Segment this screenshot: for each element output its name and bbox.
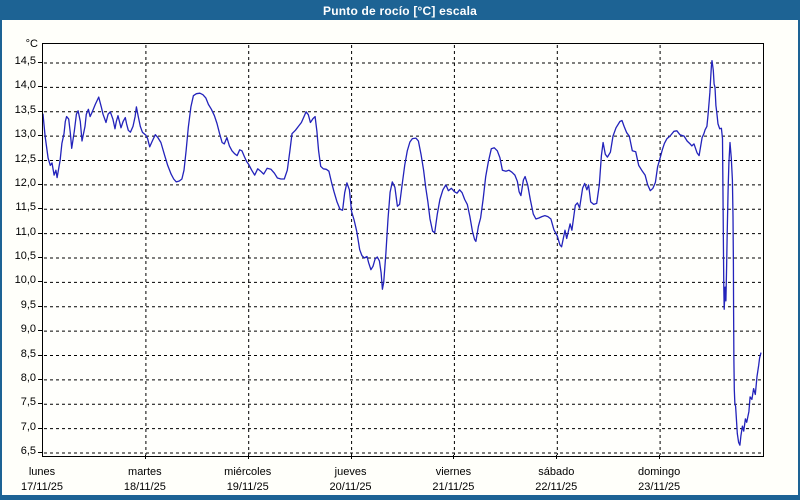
y-tick-mark [38, 208, 42, 210]
y-tick-mark [38, 427, 42, 429]
y-tick-mark [38, 110, 42, 112]
y-tick-label: 11,5 [15, 201, 36, 214]
y-tick-mark [38, 378, 42, 380]
y-tick-label: 9,5 [20, 298, 36, 311]
x-day-name: jueves [334, 466, 367, 478]
y-tick-mark [38, 305, 42, 307]
y-tick-mark [38, 257, 42, 258]
x-day-date: 23/11/25 [638, 481, 681, 493]
y-tick-label: 6,5 [20, 445, 36, 457]
y-tick-label: 13,5 [14, 103, 36, 116]
y-tick-label: 10,0 [14, 274, 36, 287]
y-tick-mark [38, 403, 42, 405]
y-tick-label: 14,5 [14, 55, 36, 67]
y-tick-label: 7,5 [20, 396, 36, 409]
y-tick-label: 7,0 [20, 420, 36, 433]
x-day-name: martes [128, 466, 162, 478]
x-tick-mark [556, 455, 558, 459]
x-day-date: 17/11/25 [20, 481, 63, 493]
x-tick-mark [453, 455, 455, 459]
x-day-date: 21/11/25 [432, 481, 475, 493]
y-tick-mark [38, 159, 42, 161]
chart-area: °C 14,5 14,0 13,5 13,0 12,5 12,0 11,5 11,0 10,5 1… [2, 20, 798, 495]
x-day-date: 22/11/25 [535, 481, 578, 493]
x-tick-mark [144, 455, 146, 459]
x-day-name: viernes [435, 466, 472, 478]
x-tick-mark [350, 455, 352, 459]
window-title: Punto de rocío [°C] escala [322, 4, 478, 18]
x-day-date: 19/11/25 [226, 481, 269, 493]
y-tick-label: 13,0 [14, 128, 36, 141]
y-tick-mark [38, 86, 42, 88]
y-tick-mark [38, 330, 42, 332]
y-axis-unit-label: °C [25, 38, 38, 50]
y-tick-label: 12,5 [14, 152, 36, 165]
y-tick-mark [38, 183, 42, 185]
y-tick-mark [38, 232, 42, 234]
y-tick-label: 9,0 [20, 323, 36, 336]
x-day-name: sábado [538, 466, 575, 478]
y-tick-mark [38, 452, 42, 453]
x-tick-mark [247, 455, 249, 459]
x-day-name: lunes [28, 466, 56, 478]
y-tick-mark [38, 135, 42, 137]
plot-area [42, 43, 764, 457]
y-tick-mark [38, 281, 42, 283]
y-tick-mark [38, 62, 42, 63]
y-tick-label: 8,5 [20, 347, 36, 360]
y-tick-label: 11,0 [15, 225, 36, 238]
y-tick-mark [38, 354, 42, 356]
x-day-name: miércoles [224, 466, 272, 478]
y-tick-label: 14,0 [14, 79, 36, 92]
y-tick-label: 8,0 [20, 371, 36, 384]
x-day-date: 18/11/25 [123, 481, 166, 493]
x-day-name: domingo [638, 466, 681, 478]
x-tick-mark [659, 455, 661, 459]
y-tick-label: 12,0 [14, 176, 36, 189]
x-day-date: 20/11/25 [329, 481, 372, 493]
window-title-bar: Punto de rocío [°C] escala [2, 2, 798, 20]
y-tick-label: 10,5 [14, 250, 36, 262]
dew-point-line [43, 59, 762, 446]
